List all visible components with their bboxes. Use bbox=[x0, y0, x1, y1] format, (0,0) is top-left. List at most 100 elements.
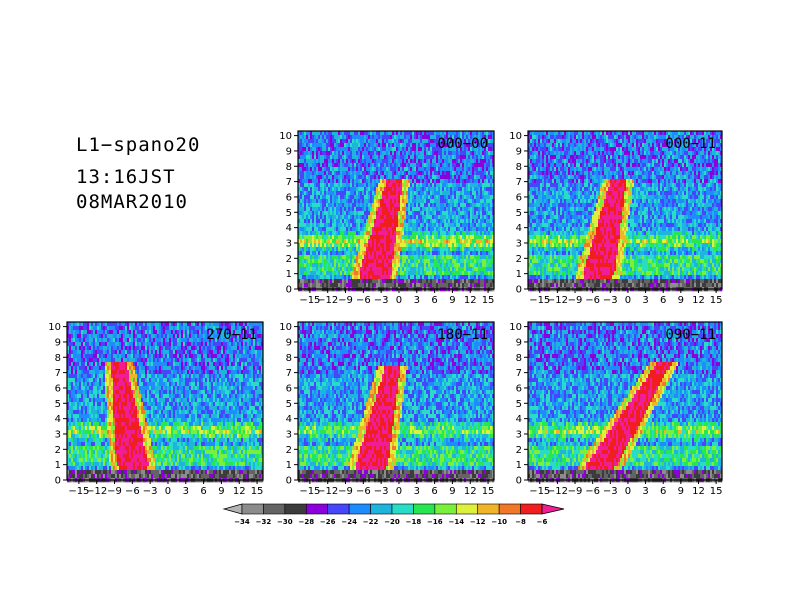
field-cell bbox=[490, 179, 493, 184]
field-cell bbox=[594, 135, 597, 140]
field-cell bbox=[476, 275, 479, 280]
field-cell bbox=[446, 231, 449, 236]
field-cell bbox=[416, 159, 419, 164]
field-cell bbox=[432, 231, 435, 236]
field-cell bbox=[356, 239, 359, 244]
field-cell bbox=[668, 167, 671, 172]
field-cell bbox=[622, 163, 625, 168]
field-cell bbox=[428, 191, 431, 196]
field-cell bbox=[418, 155, 421, 160]
field-cell bbox=[372, 223, 375, 228]
field-cell bbox=[472, 183, 475, 188]
field-cell bbox=[302, 271, 305, 276]
field-cell bbox=[530, 135, 533, 140]
field-cell bbox=[352, 199, 355, 204]
y-tick-label: 2 bbox=[286, 254, 292, 265]
field-cell bbox=[466, 171, 469, 176]
field-cell bbox=[474, 131, 477, 136]
field-cell bbox=[400, 275, 403, 280]
field-cell bbox=[438, 283, 441, 288]
x-tick-label: 9 bbox=[449, 295, 455, 306]
field-cell bbox=[314, 203, 317, 208]
field-cell bbox=[382, 195, 385, 200]
field-cell bbox=[644, 147, 647, 152]
field-cell bbox=[346, 255, 349, 260]
field-cell bbox=[464, 143, 467, 148]
field-cell bbox=[452, 243, 455, 248]
field-cell bbox=[454, 167, 457, 172]
field-cell bbox=[466, 135, 469, 140]
field-cell bbox=[480, 171, 483, 176]
field-cell bbox=[300, 271, 303, 276]
field-cell bbox=[354, 171, 357, 176]
field-cell bbox=[376, 171, 379, 176]
field-cell bbox=[338, 215, 341, 220]
field-cell bbox=[434, 235, 437, 240]
field-cell bbox=[426, 147, 429, 152]
field-cell bbox=[370, 255, 373, 260]
field-cell bbox=[662, 163, 665, 168]
field-cell bbox=[560, 131, 563, 136]
field-cell bbox=[418, 159, 421, 164]
field-cell bbox=[298, 183, 301, 188]
field-cell bbox=[598, 151, 601, 156]
field-cell bbox=[398, 275, 401, 280]
field-cell bbox=[692, 167, 695, 172]
field-cell bbox=[410, 143, 413, 148]
field-cell bbox=[342, 147, 345, 152]
field-cell bbox=[368, 215, 371, 220]
field-cell bbox=[346, 215, 349, 220]
field-cell bbox=[624, 155, 627, 160]
field-cell bbox=[456, 171, 459, 176]
field-cell bbox=[402, 159, 405, 164]
field-cell bbox=[714, 135, 717, 140]
field-cell bbox=[342, 155, 345, 160]
field-cell bbox=[318, 211, 321, 216]
field-cell bbox=[480, 283, 483, 288]
field-cell bbox=[330, 239, 333, 244]
field-cell bbox=[576, 171, 579, 176]
field-cell bbox=[328, 191, 331, 196]
field-cell bbox=[410, 263, 413, 268]
field-cell bbox=[398, 171, 401, 176]
field-cell bbox=[480, 251, 483, 256]
field-cell bbox=[480, 167, 483, 172]
field-cell bbox=[474, 139, 477, 144]
field-cell bbox=[370, 239, 373, 244]
field-cell bbox=[386, 131, 389, 136]
field-cell bbox=[452, 255, 455, 260]
field-cell bbox=[458, 255, 461, 260]
field-cell bbox=[450, 247, 453, 252]
field-cell bbox=[420, 231, 423, 236]
field-cell bbox=[406, 283, 409, 288]
field-cell bbox=[706, 155, 709, 160]
field-cell bbox=[376, 135, 379, 140]
field-cell bbox=[458, 227, 461, 232]
field-cell bbox=[428, 207, 431, 212]
field-cell bbox=[476, 215, 479, 220]
field-cell bbox=[628, 135, 631, 140]
field-cell bbox=[606, 151, 609, 156]
field-cell bbox=[390, 131, 393, 136]
field-cell bbox=[448, 171, 451, 176]
field-cell bbox=[478, 159, 481, 164]
field-cell bbox=[436, 131, 439, 136]
field-cell bbox=[572, 167, 575, 172]
field-cell bbox=[322, 215, 325, 220]
field-cell bbox=[434, 199, 437, 204]
field-cell bbox=[404, 255, 407, 260]
field-cell bbox=[430, 247, 433, 252]
field-cell bbox=[450, 279, 453, 284]
field-cell bbox=[458, 251, 461, 256]
field-cell bbox=[372, 243, 375, 248]
field-cell bbox=[338, 283, 341, 288]
field-cell bbox=[548, 151, 551, 156]
field-cell bbox=[430, 147, 433, 152]
field-cell bbox=[652, 155, 655, 160]
field-cell bbox=[304, 179, 307, 184]
field-cell bbox=[326, 199, 329, 204]
field-cell bbox=[472, 271, 475, 276]
field-cell bbox=[628, 163, 631, 168]
field-cell bbox=[610, 159, 613, 164]
field-cell bbox=[340, 143, 343, 148]
